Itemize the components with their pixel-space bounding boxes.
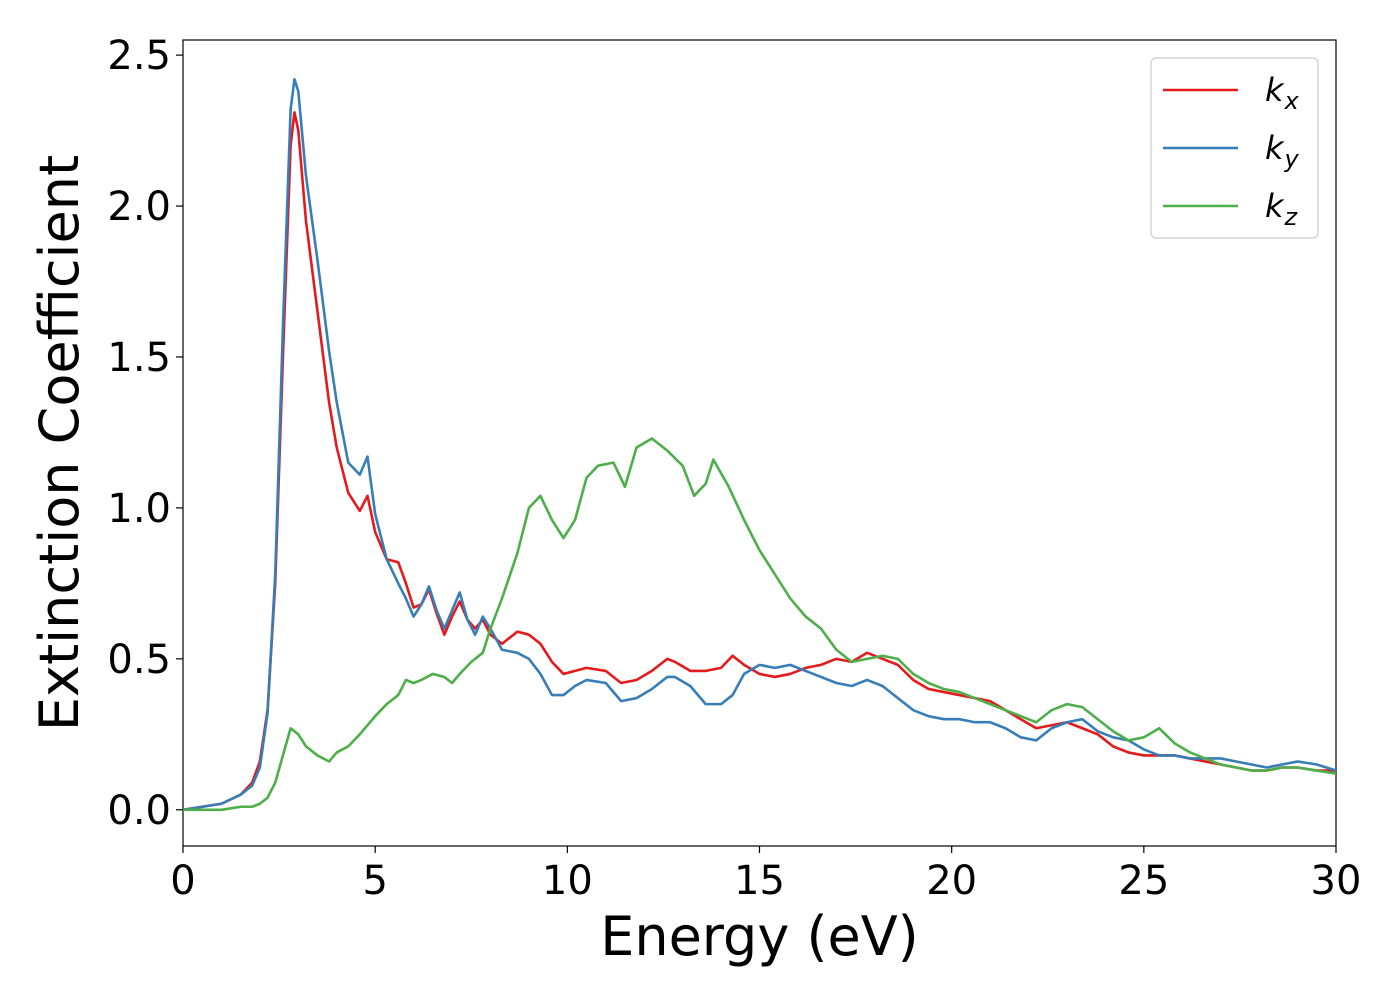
x-tick-label: 5 <box>362 858 387 904</box>
x-tick-label: 25 <box>1118 858 1169 904</box>
x-tick-label: 15 <box>734 858 785 904</box>
series-line-kz <box>183 437 1336 812</box>
series-group <box>183 77 1336 812</box>
x-axis-label: Energy (eV) <box>600 905 919 968</box>
y-tick-label: 2.5 <box>107 33 171 79</box>
y-tick-label: 2.0 <box>107 184 171 230</box>
y-axis-ticks: 0.0 0.5 1.0 1.5 2.0 2.5 <box>107 33 183 834</box>
x-tick-label: 20 <box>926 858 977 904</box>
y-axis-label: Extinction Coefficient <box>28 155 91 731</box>
y-tick-label: 1.0 <box>107 486 171 532</box>
y-tick-label: 0.5 <box>107 637 171 683</box>
x-axis-ticks: 0 5 10 15 20 25 30 <box>170 846 1361 904</box>
x-tick-label: 10 <box>542 858 593 904</box>
series-line-ky <box>183 77 1336 812</box>
y-tick-label: 0.0 <box>107 788 171 834</box>
y-tick-label: 1.5 <box>107 335 171 381</box>
x-tick-label: 30 <box>1311 858 1362 904</box>
x-tick-label: 0 <box>170 858 195 904</box>
series-line-kx <box>183 111 1336 812</box>
